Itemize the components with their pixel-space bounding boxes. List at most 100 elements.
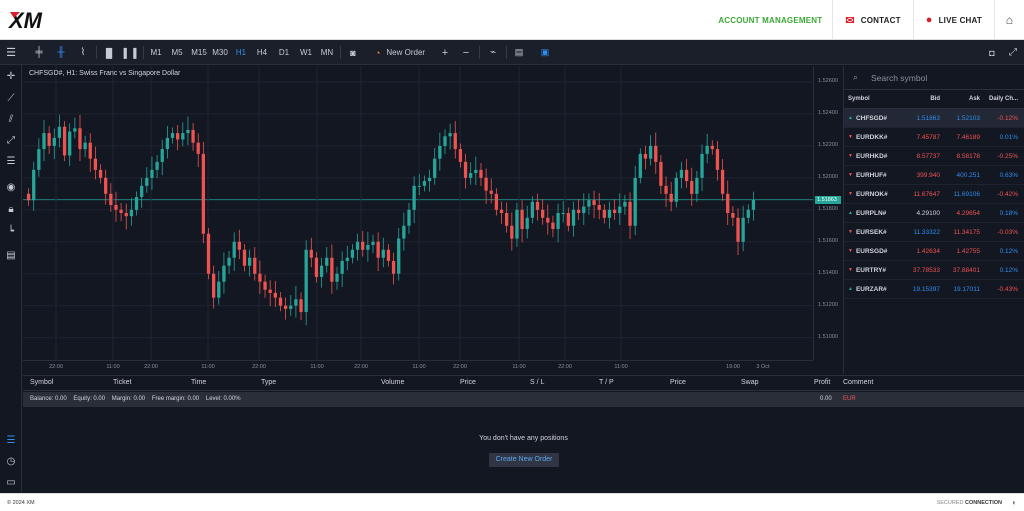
menu-button[interactable]: ☰ — [0, 40, 22, 65]
candle-body — [176, 133, 180, 140]
candle-body — [93, 158, 98, 170]
watchlist-row[interactable]: ▼ EURSGD# 1.42634 1.42755 0.12% — [844, 242, 1024, 261]
watchlist-row[interactable]: ▼ EURTRY# 37.78533 37.88401 0.12% — [844, 261, 1024, 280]
xm-logo[interactable]: XM — [8, 8, 60, 32]
watchlist-row[interactable]: ▲ CHFSGD# 1.51863 1.52103 -0.12% — [844, 109, 1024, 128]
column-take-profit[interactable]: T / P — [599, 379, 614, 386]
candle-body — [597, 205, 601, 210]
screenshot-button[interactable]: ◙ — [345, 40, 361, 65]
objects-tree-button[interactable]: ┕ — [0, 222, 22, 240]
journal-button[interactable]: ▭ — [0, 473, 22, 491]
column-profit[interactable]: Profit — [814, 379, 831, 386]
symbol-name: EURHKD# — [855, 152, 888, 160]
tick-volume-button[interactable]: ▌▐ — [121, 40, 139, 65]
triangle-down-icon: ▼ — [848, 191, 853, 197]
time-tick-label: 11:00 — [106, 364, 120, 370]
symbol-name: EURHUF# — [855, 171, 887, 179]
balance-label: Balance: — [30, 396, 54, 402]
watchlist-row[interactable]: ▼ EURHUF# 399.940 400.251 0.63% — [844, 166, 1024, 185]
candle-body — [736, 217, 740, 242]
timeframe-m30[interactable]: M30 — [212, 48, 228, 57]
column-symbol[interactable]: Symbol — [848, 96, 870, 102]
search-input[interactable]: Search symbol — [871, 72, 928, 83]
timeframe-d1[interactable]: D1 — [278, 48, 290, 57]
candle-body — [669, 193, 673, 202]
candle-body — [83, 142, 87, 150]
watchlist-row[interactable]: ▼ EURHKD# 8.57737 8.58178 -0.25% — [844, 147, 1024, 166]
zoom-in-button[interactable]: + — [441, 46, 449, 59]
lock-toggle[interactable]: 🔒︎ — [0, 200, 22, 218]
watchlist-row[interactable]: ▼ EURDKK# 7.45787 7.46189 0.01% — [844, 128, 1024, 147]
line-chart-type-button[interactable]: ⌇ — [74, 40, 92, 65]
watchlist-row[interactable]: ▼ EURNOK# 11.67647 11.69106 -0.42% — [844, 185, 1024, 204]
new-order-button[interactable]: ◔ New Order — [368, 40, 432, 65]
candle-body — [741, 217, 745, 242]
price-chart[interactable]: CHFSGD#, H1: Swiss Franc vs Singapore Do… — [23, 66, 843, 374]
column-volume[interactable]: Volume — [381, 379, 405, 386]
symbol-name: EURTRY# — [855, 266, 887, 274]
ask-cell: 7.46189 — [956, 133, 981, 141]
timeframe-w1[interactable]: W1 — [300, 48, 312, 57]
watchlist-row[interactable]: ▲ EURZAR# 19.15397 19.17011 -0.43% — [844, 280, 1024, 299]
margin-value: 0.00 — [133, 396, 146, 402]
timeframe-m1[interactable]: M1 — [150, 48, 162, 57]
channel-tool[interactable]: ⫽ — [0, 110, 22, 128]
candle-body — [602, 209, 606, 218]
visibility-toggle[interactable]: ◉ — [0, 178, 22, 196]
positions-panel-button[interactable]: ☰ — [0, 431, 22, 449]
time-tick-label: 3 Oct — [756, 364, 770, 370]
timeframe-m5[interactable]: M5 — [171, 48, 183, 57]
chart-screenshot-button[interactable]: ◘ — [984, 40, 1000, 65]
fullscreen-button[interactable]: ⤢ — [1005, 40, 1021, 65]
indicator-icon: ⌁ — [489, 47, 497, 58]
home-button[interactable]: ⌂ — [994, 0, 1024, 40]
create-new-order-button[interactable]: Create New Order — [489, 453, 559, 467]
account-management-link[interactable]: ACCOUNT MANAGEMENT — [718, 15, 823, 25]
column-time[interactable]: Time — [191, 379, 207, 386]
watchlist-row[interactable]: ▲ EURPLN# 4.29100 4.29654 0.18% — [844, 204, 1024, 223]
column-ticket[interactable]: Ticket — [113, 379, 132, 386]
column-daily-change[interactable]: Daily Ch... — [988, 96, 1018, 102]
column-ask[interactable]: Ask — [968, 96, 980, 102]
timeframe-h1[interactable]: H1 — [235, 48, 247, 57]
candle-body — [119, 209, 123, 213]
symbol-name: EURDKK# — [855, 133, 888, 141]
candle-body — [78, 128, 82, 150]
column-type[interactable]: Type — [261, 379, 277, 386]
candle-body — [88, 142, 92, 159]
column-bid[interactable]: Bid — [930, 96, 940, 102]
candle-body — [268, 289, 272, 293]
column-stop-loss[interactable]: S / L — [530, 379, 545, 386]
envelope-icon: ✉ — [845, 14, 855, 27]
contact-link[interactable]: ✉ CONTACT — [832, 0, 912, 40]
templates-button[interactable]: ▤ — [0, 246, 22, 264]
hamburger-icon: ☰ — [6, 47, 16, 59]
candle-body — [674, 177, 678, 202]
account-summary-bar: Balance: 0.00 Equity: 0.00 Margin: 0.00 … — [23, 392, 1024, 407]
volumes-button[interactable]: ▐▌ — [100, 40, 118, 65]
column-comment[interactable]: Comment — [843, 379, 874, 386]
bar-chart-type-button[interactable]: ╪ — [30, 40, 48, 65]
zoom-out-button[interactable]: − — [462, 46, 470, 59]
column-price[interactable]: Price — [460, 379, 476, 386]
trade-panel-button[interactable]: ▣ — [537, 40, 553, 65]
calendar-button[interactable]: ▤ — [511, 40, 527, 65]
symbol-search[interactable]: ⌕ Search symbol — [844, 66, 1024, 90]
ray-tool[interactable]: ⤢ — [0, 131, 22, 149]
fibonacci-tool[interactable]: ☰ — [0, 152, 22, 170]
column-symbol[interactable]: Symbol — [30, 379, 54, 386]
trend-line-tool[interactable]: ⟋ — [0, 89, 22, 107]
timeframe-mn[interactable]: MN — [320, 48, 334, 57]
candlestick-chart-type-button[interactable]: ╫ — [52, 40, 70, 65]
crosshair-tool[interactable]: ✛ — [0, 67, 22, 85]
live-chat-link[interactable]: ● LIVE CHAT — [912, 0, 994, 40]
indicators-button[interactable]: ⌁ — [485, 40, 501, 65]
column-swap[interactable]: Swap — [741, 379, 759, 386]
column-current-price[interactable]: Price — [670, 379, 686, 386]
ask-cell: 400.251 — [956, 171, 981, 179]
timeframe-m15[interactable]: M15 — [191, 48, 207, 57]
candle-body — [659, 161, 663, 186]
timeframe-h4[interactable]: H4 — [256, 48, 268, 57]
history-button[interactable]: ◷ — [0, 452, 22, 470]
watchlist-row[interactable]: ▼ EURSEK# 11.33322 11.34175 -0.03% — [844, 223, 1024, 242]
